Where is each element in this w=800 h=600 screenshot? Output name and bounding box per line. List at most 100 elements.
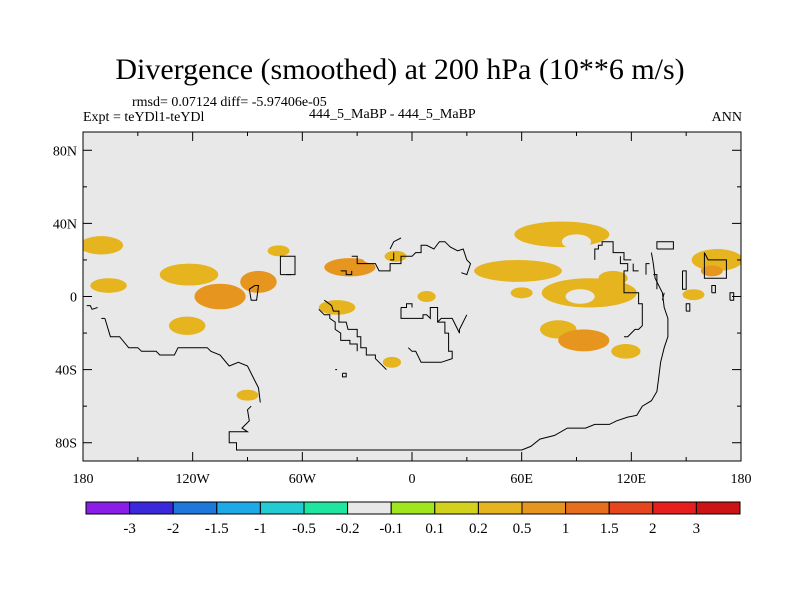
y-tick-label: 40N	[53, 217, 77, 232]
coastline	[318, 308, 358, 352]
coastline	[340, 270, 353, 276]
coastline	[400, 307, 453, 363]
coastline	[104, 318, 261, 403]
colorbar-label: -0.1	[379, 521, 403, 537]
season-label: ANN	[711, 110, 742, 125]
anomaly-patch	[514, 221, 610, 248]
anomaly-patch	[510, 287, 533, 299]
anomaly-patch	[218, 234, 277, 257]
colorbar-label: 2	[649, 521, 657, 537]
coastline	[390, 252, 395, 261]
colorbar-box	[347, 501, 392, 515]
coastline	[619, 256, 632, 294]
colorbar-box	[216, 501, 261, 515]
colorbar-box	[565, 501, 610, 515]
colorbar-box	[652, 501, 697, 515]
y-tick-label: 80N	[53, 144, 77, 159]
coastline	[632, 263, 639, 272]
anomaly-patch	[700, 265, 723, 277]
anomaly-patch	[598, 270, 628, 286]
x-axis-labels: 180 120W 60W 0 60E 120E 180	[73, 472, 752, 487]
coastline	[624, 292, 643, 338]
colorbar	[85, 501, 741, 515]
coastline	[228, 252, 669, 451]
coastline	[389, 237, 402, 250]
anomaly-patch	[267, 245, 290, 257]
coastline	[401, 303, 413, 308]
coastline	[86, 305, 98, 310]
y-axis-labels: 80N 40N 0 40S 80S	[53, 144, 77, 451]
anomaly-patch	[194, 283, 246, 310]
colorbar-box	[172, 501, 218, 515]
coastline	[685, 303, 691, 312]
anomaly-patch	[417, 291, 436, 302]
colorbar-label: 0.1	[425, 521, 444, 537]
anomaly-patch	[682, 289, 705, 301]
y-tick-label: 0	[70, 291, 77, 306]
anomaly-patch	[474, 259, 562, 282]
x-tick-label: 180	[73, 472, 94, 487]
anomaly-patch	[304, 270, 327, 286]
anomaly-patch	[324, 318, 376, 337]
x-tick-label: 120W	[176, 472, 211, 487]
colorbar-box	[303, 501, 349, 515]
colorbar-label: -0.5	[292, 521, 316, 537]
colorbar-label: 1	[562, 521, 570, 537]
coastline	[703, 252, 727, 279]
anomaly-patch	[561, 234, 592, 249]
anomaly-patch	[558, 329, 610, 352]
colorbar-box	[85, 501, 131, 515]
colorbar-label: 1.5	[600, 521, 619, 537]
y-tick-label: 40S	[55, 364, 77, 379]
colorbar-label: 0.5	[513, 521, 532, 537]
colorbar-box	[477, 501, 523, 515]
anomaly-patch	[603, 320, 641, 339]
difference-label: 444_5_MaBP - 444_5_MaBP	[309, 107, 476, 122]
y-tick-label: 80S	[55, 437, 77, 452]
coastline	[437, 314, 468, 334]
x-tick-label: 120E	[617, 472, 647, 487]
coastline	[351, 241, 472, 276]
colorbar-box	[521, 501, 567, 515]
x-tick-label: 60E	[510, 472, 533, 487]
anomaly-patch	[137, 243, 153, 255]
anomaly-patch	[159, 263, 219, 286]
coastline	[661, 292, 665, 301]
anomaly-patch	[168, 316, 206, 335]
coastline	[653, 274, 658, 290]
x-tick-label: 0	[409, 472, 416, 487]
coastline-layer	[86, 237, 735, 451]
axis-ticks	[82, 132, 742, 461]
chart-title: Divergence (smoothed) at 200 hPa (10**6 …	[115, 53, 685, 86]
x-tick-label: 60W	[289, 472, 317, 487]
anomaly-patch	[103, 265, 126, 277]
coastline	[645, 263, 650, 275]
experiment-label: Expt = teYDl1-teYDl	[83, 110, 205, 125]
colorbar-labels: -3 -2 -1.5 -1 -0.5 -0.2 -0.1 0.1 0.2 0.5 1 1.5 2 3	[123, 521, 700, 537]
colorbar-box	[695, 501, 741, 515]
colorbar-label: -2	[167, 521, 180, 537]
colorbar-label: -1.5	[205, 521, 229, 537]
coastline	[711, 285, 716, 294]
colorbar-box	[608, 501, 654, 515]
colorbar-box	[259, 501, 305, 515]
colorbar-box	[129, 501, 174, 515]
stats-text: rmsd= 0.07124 diff= -5.97406e-05	[132, 95, 327, 110]
colorbar-label: -3	[123, 521, 136, 537]
anomaly-patch	[362, 252, 385, 264]
plot-background	[83, 132, 741, 461]
colorbar-label: 3	[693, 521, 701, 537]
anomaly-patch	[83, 236, 124, 255]
coastline	[682, 270, 687, 290]
anomaly-patch	[90, 278, 127, 293]
anomaly-patch	[318, 300, 356, 315]
anomaly-patch	[324, 258, 376, 277]
coastline	[248, 285, 260, 301]
anomaly-patch	[611, 344, 641, 359]
colorbar-label: -0.2	[336, 521, 360, 537]
anomaly-patch	[362, 334, 407, 354]
anomaly-patch	[227, 344, 250, 359]
anomaly-patch	[454, 307, 484, 323]
colorbar-label: 0.2	[469, 521, 488, 537]
